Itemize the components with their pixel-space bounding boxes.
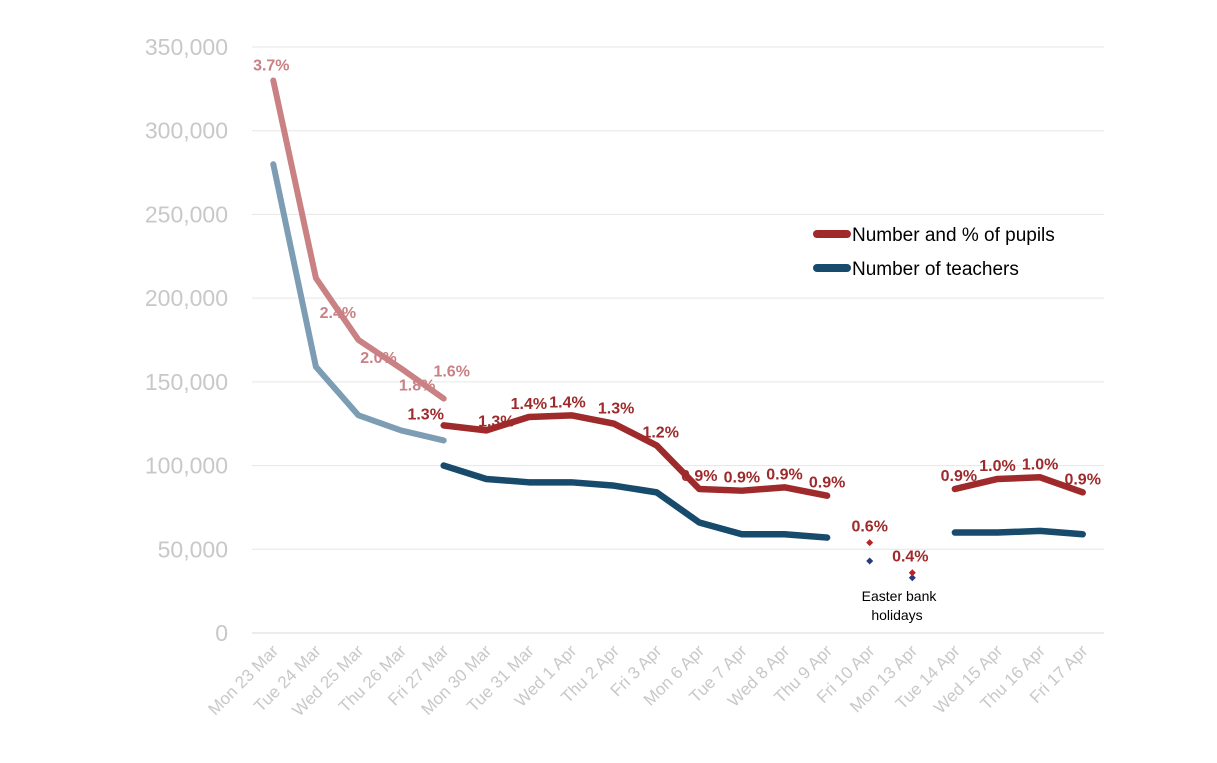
- data-label-pct: 0.9%: [724, 470, 760, 487]
- data-label-pct: 2.4%: [320, 305, 356, 322]
- legend-label-teachers: Number of teachers: [852, 259, 1019, 280]
- data-label-pct: 1.8%: [399, 377, 435, 394]
- annotation-line-1: Easter bank: [862, 588, 938, 604]
- data-point-marker: [908, 569, 916, 577]
- y-tick-label: 200,000: [145, 285, 228, 311]
- series-line-teachers: [270, 161, 447, 444]
- annotation-group: Easter bank holidays: [862, 588, 938, 623]
- y-tick-label: 250,000: [145, 201, 228, 227]
- data-label-pct: 0.9%: [809, 475, 845, 492]
- series-line-pupils: [270, 77, 447, 402]
- data-label-pct: 1.4%: [511, 396, 547, 413]
- y-tick-label: 300,000: [145, 118, 228, 144]
- data-label-pct: 1.3%: [407, 406, 443, 423]
- y-tick-label: 0: [215, 620, 228, 646]
- data-label-pct: 0.9%: [1064, 471, 1100, 488]
- series-line-pupils: [440, 412, 831, 499]
- data-label-pct: 0.9%: [766, 466, 802, 483]
- legend: Number and % of pupils Number of teacher…: [813, 225, 1055, 280]
- data-label-pct: 2.0%: [360, 350, 396, 367]
- data-label-pct: 1.0%: [979, 458, 1015, 475]
- y-tick-label: 350,000: [145, 34, 228, 60]
- data-labels: 3.7%2.4%2.0%1.8%1.3% 1.3%1.4% 1.4% 1.3%1.2%…: [253, 57, 1101, 565]
- series-line-pupils: [951, 474, 1086, 496]
- data-label-pct: 0.9%: [681, 468, 717, 485]
- data-label-pct: 1.3%: [478, 413, 514, 430]
- series-line-teachers: [951, 527, 1086, 538]
- data-label-pct: 1.4%: [549, 394, 585, 411]
- y-tick-label: 50,000: [158, 536, 228, 562]
- gridlines: [252, 46, 1104, 634]
- y-tick-label: 100,000: [145, 453, 228, 479]
- data-label-pct: 1.0%: [1022, 456, 1058, 473]
- data-label-pct: 1.2%: [642, 424, 678, 441]
- data-label-pct: 1.3%: [598, 401, 634, 418]
- legend-label-pupils: Number and % of pupils: [852, 225, 1055, 246]
- data-label-pct: 0.9%: [941, 468, 977, 485]
- data-label-pct: 0.4%: [892, 549, 928, 566]
- series-line-teachers: [440, 462, 831, 541]
- series-lines: [270, 77, 1086, 582]
- data-label-pct: 3.7%: [253, 57, 289, 74]
- annotation-line-2: holidays: [871, 607, 922, 623]
- y-tick-label: 150,000: [145, 369, 228, 395]
- y-axis: 0 50,000 100,000 150,000 200,000 250,000 300,0…: [145, 34, 228, 646]
- data-label-pct-faded: 1.6%: [433, 364, 469, 381]
- data-point-marker: [866, 557, 874, 565]
- data-point-marker: [866, 539, 874, 547]
- data-point-marker: [908, 574, 916, 582]
- data-label-pct: 0.6%: [851, 519, 887, 536]
